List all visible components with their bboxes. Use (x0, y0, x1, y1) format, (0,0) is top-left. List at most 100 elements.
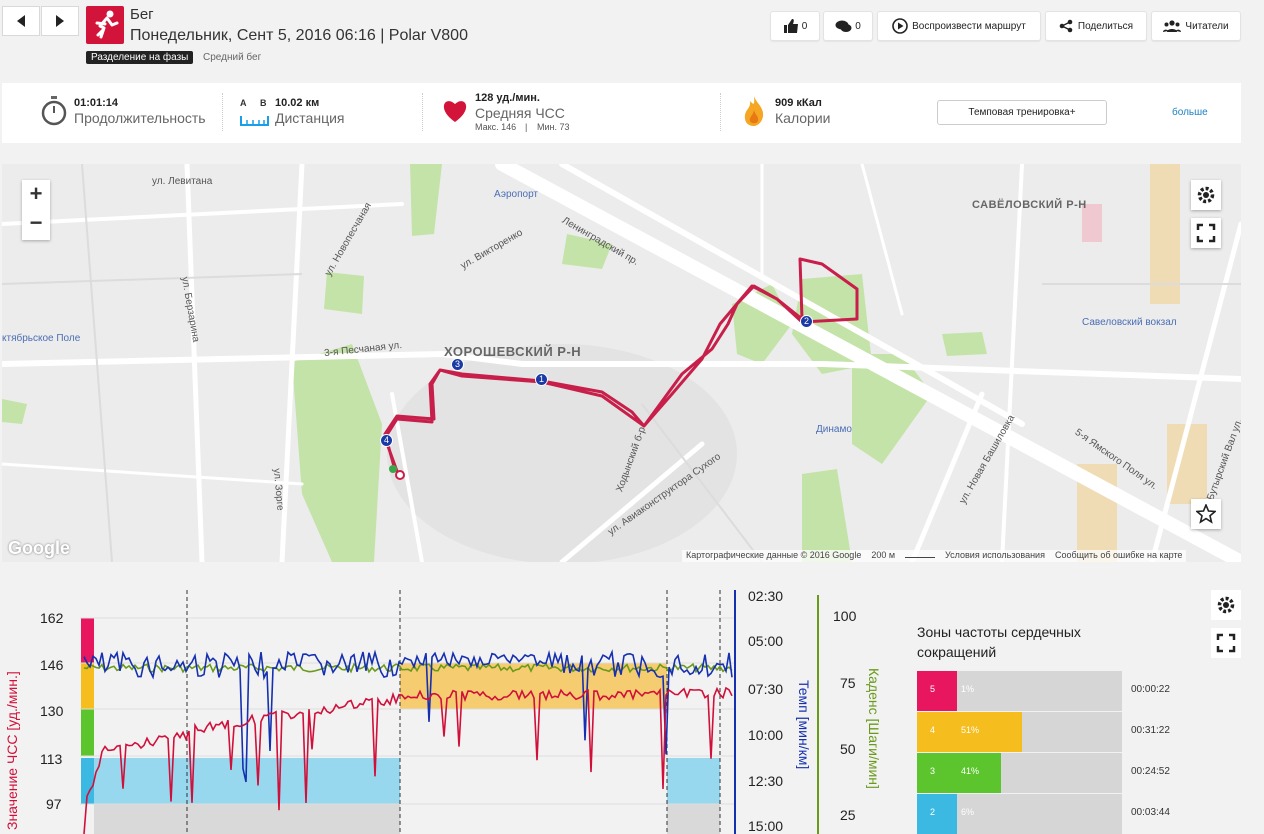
heart-icon (442, 99, 468, 128)
cadence-tick: 25 (840, 807, 856, 823)
summary-bar: 01:01:14 Продолжительность A B 10.02 км … (2, 83, 1241, 143)
hr-tick: 113 (40, 751, 63, 767)
distance-value: 10.02 км (275, 97, 320, 109)
map-fullscreen-button[interactable] (1191, 218, 1221, 248)
zoom-in-button[interactable]: + (29, 181, 43, 206)
hr-zone-bar[interactable]: 3 41% (917, 753, 1122, 793)
stopwatch-icon (40, 95, 68, 132)
cadence-tick: 50 (840, 741, 856, 757)
lap-marker-2[interactable]: 2 (800, 315, 813, 328)
hr-max: Макс. 146 (475, 122, 517, 132)
back-button[interactable] (2, 6, 40, 36)
hr-zone-number: 3 (930, 766, 936, 776)
station-savelovsky-label: Савеловский вокзал (1082, 317, 1177, 328)
hr-min: Мин. 73 (537, 122, 570, 132)
pace-tick: 07:30 (748, 681, 784, 697)
favorite-route-button[interactable] (1191, 499, 1221, 529)
route-line (383, 257, 859, 475)
fullscreen-icon (1196, 223, 1216, 243)
thumbs-up-icon (783, 19, 798, 33)
play-icon (892, 18, 908, 34)
pace-axis-label: Темп [мин/км] (796, 680, 812, 770)
sport-profile-label: Средний бег (203, 52, 262, 63)
pace-tick: 02:30 (748, 588, 784, 604)
finish-marker-icon[interactable] (395, 470, 405, 480)
lap-marker-1[interactable]: 1 (535, 373, 548, 386)
hr-zone-number: 2 (930, 807, 936, 817)
phase-tag[interactable]: Разделение на фазы (86, 51, 194, 64)
lap-marker-3[interactable]: 3 (451, 358, 464, 371)
distance-label: Дистанция (275, 110, 345, 126)
lap-marker-4[interactable]: 4 (380, 434, 393, 447)
ruler-icon (240, 114, 270, 132)
comment-count: 0 (855, 20, 861, 32)
flame-icon (742, 95, 766, 132)
zoom-control: + − (22, 180, 50, 240)
chart-svg (80, 590, 819, 834)
share-icon (1059, 19, 1073, 33)
replay-label: Воспроизвести маршрут (912, 20, 1026, 32)
hr-zone-fill (917, 712, 1022, 752)
hr-zones-title: Зоны частоты сердечных сокращений (917, 624, 1081, 660)
pace-tick: 10:00 (748, 727, 784, 743)
training-benefit-button[interactable]: Темповая тренировка+ (937, 100, 1107, 125)
map-terms-link[interactable]: Условия использования (945, 550, 1045, 560)
distance-a-label: A (240, 98, 247, 108)
activity-title: Бег (130, 6, 154, 23)
hr-zone-percent: 51% (961, 725, 980, 735)
arrow-right-icon (56, 15, 64, 27)
gear-icon (1217, 596, 1235, 614)
hr-value: 128 уд./мин. (475, 92, 540, 104)
hr-zone-number: 5 (930, 684, 936, 694)
readers-button[interactable]: Читатели (1151, 11, 1241, 41)
hr-zone-time: 00:31:22 (1131, 725, 1170, 736)
pace-line (83, 649, 733, 783)
hr-zone-percent: 6% (961, 807, 975, 817)
comment-icon (835, 20, 852, 32)
hr-zone-time: 00:03:44 (1131, 807, 1170, 818)
activity-subtitle: Понедельник, Сент 5, 2016 06:16 | Polar … (130, 27, 468, 44)
readers-label: Читатели (1185, 20, 1229, 32)
map-scale: 200 м (871, 550, 896, 560)
cadence-tick: 100 (833, 608, 857, 624)
district-khoroshevsky-label: ХОРОШЕВСКИЙ Р-Н (444, 344, 582, 359)
more-link[interactable]: больше (1172, 107, 1208, 118)
hr-zone-number: 4 (930, 725, 936, 735)
hr-zone-bar[interactable]: 4 51% (917, 712, 1122, 752)
arrow-left-icon (17, 15, 25, 27)
share-button[interactable]: Поделиться (1045, 11, 1147, 41)
calories-label: Калории (775, 110, 831, 126)
hr-zone-time: 00:24:52 (1131, 766, 1170, 777)
comment-button[interactable]: 0 (823, 11, 873, 41)
hr-tick: 97 (46, 796, 62, 812)
map-attribution: Картографические данные © 2016 Google 20… (682, 550, 1187, 562)
chart-settings-button[interactable] (1211, 590, 1241, 620)
hr-zone-time: 00:00:22 (1131, 684, 1170, 695)
hr-zone-fill (917, 794, 957, 834)
people-icon (1163, 20, 1182, 32)
forward-button[interactable] (41, 6, 79, 36)
metro-dinamo-label: Динамо (816, 424, 852, 435)
hr-zone-percent: 1% (961, 684, 975, 694)
hr-tick: 130 (40, 703, 64, 719)
hr-zone-percent: 41% (961, 766, 980, 776)
map-settings-button[interactable] (1191, 180, 1221, 210)
hr-zone-bar[interactable]: 5 1% (917, 671, 1122, 711)
start-marker-icon[interactable] (389, 465, 397, 473)
calories-value: 909 кКал (775, 97, 822, 109)
google-logo: Google (8, 538, 70, 558)
street-levitana-label: ул. Левитана (152, 176, 213, 187)
map-report-link[interactable]: Сообщить об ошибке на карте (1054, 550, 1183, 560)
like-button[interactable]: 0 (770, 11, 820, 41)
duration-label: Продолжительность (74, 110, 206, 126)
hr-zone-fill (917, 753, 1001, 793)
zoom-out-button[interactable]: − (29, 210, 43, 235)
route-map[interactable]: Аэропорт Динамо Савеловский вокзал ктябр… (2, 164, 1241, 562)
replay-route-button[interactable]: Воспроизвести маршрут (877, 11, 1041, 41)
hr-zone-fill (917, 671, 957, 711)
activity-chart[interactable]: Значение ЧСС [уд./мин.] Темп [мин/км] Ка… (0, 580, 1264, 834)
chart-fullscreen-button[interactable] (1211, 628, 1241, 658)
hr-line (83, 686, 733, 834)
hr-zone-bar[interactable]: 2 6% (917, 794, 1122, 834)
pace-tick: 12:30 (748, 773, 784, 789)
